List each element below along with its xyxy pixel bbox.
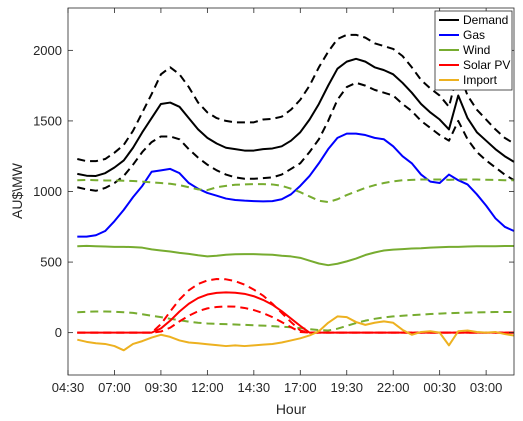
series-line-demand <box>77 57 515 177</box>
legend-label-import: Import <box>463 73 498 87</box>
x-tick-label: 07:00 <box>98 380 131 395</box>
series-line-demand-upper-bound <box>77 33 515 163</box>
legend-label-demand: Demand <box>463 13 508 27</box>
series-line-gas <box>77 132 515 238</box>
series-layer <box>77 33 515 352</box>
series-line-wind-upper-bound <box>77 178 514 204</box>
series-line-solar-pv-lower-bound <box>77 305 514 334</box>
y-tick-label: 1000 <box>33 184 62 199</box>
x-tick-label: 19:30 <box>330 380 363 395</box>
y-tick-label: 2000 <box>33 43 62 58</box>
series-line-demand-lower-bound <box>77 81 515 192</box>
y-axis-label: AU$\MW <box>9 162 25 219</box>
series-line-wind <box>77 244 514 267</box>
legend-label-wind: Wind <box>463 43 490 57</box>
legend-label-gas: Gas <box>463 28 485 42</box>
x-tick-label: 17:00 <box>284 380 317 395</box>
series-line-import <box>77 315 515 352</box>
series-line-wind-lower-bound <box>77 310 514 332</box>
y-tick-label: 1500 <box>33 113 62 128</box>
x-tick-label: 09:30 <box>145 380 178 395</box>
y-tick-label: 500 <box>40 255 62 270</box>
x-tick-label: 14:30 <box>238 380 271 395</box>
x-tick-label: 22:00 <box>377 380 410 395</box>
tick-layer: 0 500 1000 1500 2000 04:30 07:00 09:30 12:00 14:3… <box>33 8 514 395</box>
y-tick-label: 0 <box>55 325 62 340</box>
x-tick-label: 00:30 <box>423 380 456 395</box>
x-tick-label: 03:00 <box>470 380 503 395</box>
x-tick-label: 04:30 <box>52 380 85 395</box>
x-tick-label: 12:00 <box>191 380 224 395</box>
x-axis-label: Hour <box>276 401 307 417</box>
legend-label-solar-pv: Solar PV <box>463 58 510 72</box>
